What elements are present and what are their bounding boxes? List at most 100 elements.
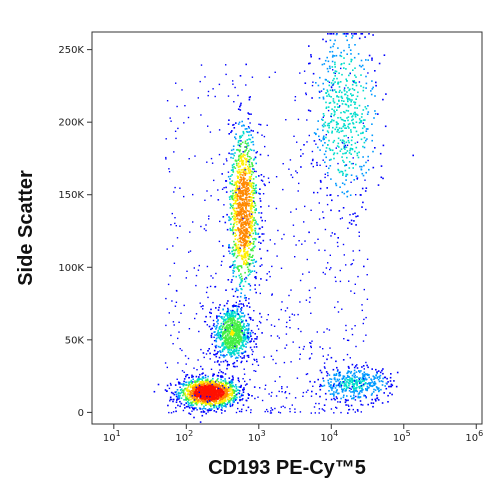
event-dot xyxy=(283,233,285,236)
event-dot xyxy=(234,191,236,194)
event-dot xyxy=(194,394,196,396)
event-dot xyxy=(242,229,245,231)
event-dot xyxy=(251,395,253,397)
event-dot xyxy=(341,130,344,132)
event-dot xyxy=(328,147,331,150)
event-dot xyxy=(336,397,338,400)
event-dot xyxy=(235,200,238,202)
event-dot xyxy=(236,193,239,196)
event-dot xyxy=(373,388,375,391)
event-dot xyxy=(205,404,207,406)
event-dot xyxy=(213,383,215,386)
event-dot xyxy=(201,414,204,417)
event-dot xyxy=(247,397,250,399)
event-dot xyxy=(280,406,282,408)
event-dot xyxy=(215,344,218,347)
event-dot xyxy=(170,120,172,122)
event-dot xyxy=(175,82,177,84)
event-dot xyxy=(255,260,258,263)
event-dot xyxy=(209,408,211,410)
event-dot xyxy=(324,121,327,124)
event-dot xyxy=(168,312,170,314)
event-dot xyxy=(244,183,246,186)
event-dot xyxy=(221,173,223,175)
event-dot xyxy=(353,369,356,372)
event-dot xyxy=(239,228,242,231)
event-dot xyxy=(249,285,252,287)
event-dot xyxy=(200,381,203,383)
event-dot xyxy=(338,131,340,134)
event-dot xyxy=(216,324,218,327)
event-dot xyxy=(187,384,190,387)
event-dot xyxy=(237,377,240,379)
event-dot xyxy=(335,126,338,129)
event-dot xyxy=(165,297,167,300)
event-dot xyxy=(238,158,240,160)
event-dot xyxy=(333,373,336,376)
event-dot xyxy=(237,207,240,209)
event-dot xyxy=(318,218,321,220)
event-dot xyxy=(238,354,240,357)
event-dot xyxy=(242,325,245,328)
event-dot xyxy=(366,383,369,385)
event-dot xyxy=(170,384,172,386)
event-dot xyxy=(208,403,211,406)
event-dot xyxy=(253,182,255,185)
event-dot xyxy=(294,411,296,413)
event-dot xyxy=(234,202,236,205)
event-dot xyxy=(214,285,217,288)
event-dot xyxy=(207,94,209,97)
event-dot xyxy=(232,153,234,155)
event-dot xyxy=(235,350,237,353)
event-dot xyxy=(239,157,242,159)
event-dot xyxy=(237,188,239,190)
event-dot xyxy=(243,169,246,172)
event-dot xyxy=(302,395,304,397)
event-dot xyxy=(252,143,255,146)
event-dot xyxy=(382,368,384,370)
event-dot xyxy=(252,168,254,170)
event-dot xyxy=(363,146,366,149)
event-dot xyxy=(373,384,376,386)
event-dot xyxy=(207,396,210,398)
event-dot xyxy=(213,349,216,352)
event-dot xyxy=(236,393,238,396)
event-dot xyxy=(288,168,290,170)
event-dot xyxy=(217,360,219,362)
event-dot xyxy=(241,120,243,123)
event-dot xyxy=(205,224,207,226)
event-dot xyxy=(255,151,258,154)
event-dot xyxy=(185,384,187,386)
event-dot xyxy=(237,140,240,142)
event-dot xyxy=(253,219,255,221)
event-dot xyxy=(228,332,231,334)
event-dot xyxy=(239,396,241,399)
event-dot xyxy=(378,375,381,378)
event-dot xyxy=(254,276,257,278)
event-dot xyxy=(289,408,291,410)
event-dot xyxy=(231,382,233,384)
event-dot xyxy=(320,140,322,142)
event-dot xyxy=(318,135,320,138)
event-dot xyxy=(204,385,207,388)
event-dot xyxy=(194,391,196,393)
event-dot xyxy=(231,305,234,307)
event-dot xyxy=(231,375,234,377)
event-dot xyxy=(205,381,207,384)
event-dot xyxy=(249,215,251,218)
event-dot xyxy=(260,257,262,260)
event-dot xyxy=(230,204,232,206)
event-dot xyxy=(355,130,358,133)
event-dot xyxy=(363,375,366,377)
event-dot xyxy=(255,162,257,165)
event-dot xyxy=(236,322,238,324)
event-dot xyxy=(243,351,246,353)
event-dot xyxy=(251,270,253,272)
event-dot xyxy=(235,323,237,325)
event-dot xyxy=(204,380,207,383)
event-dot xyxy=(311,390,313,393)
event-dot xyxy=(241,207,244,209)
event-dot xyxy=(168,168,170,170)
event-dot xyxy=(350,404,353,407)
event-dot xyxy=(247,168,249,170)
